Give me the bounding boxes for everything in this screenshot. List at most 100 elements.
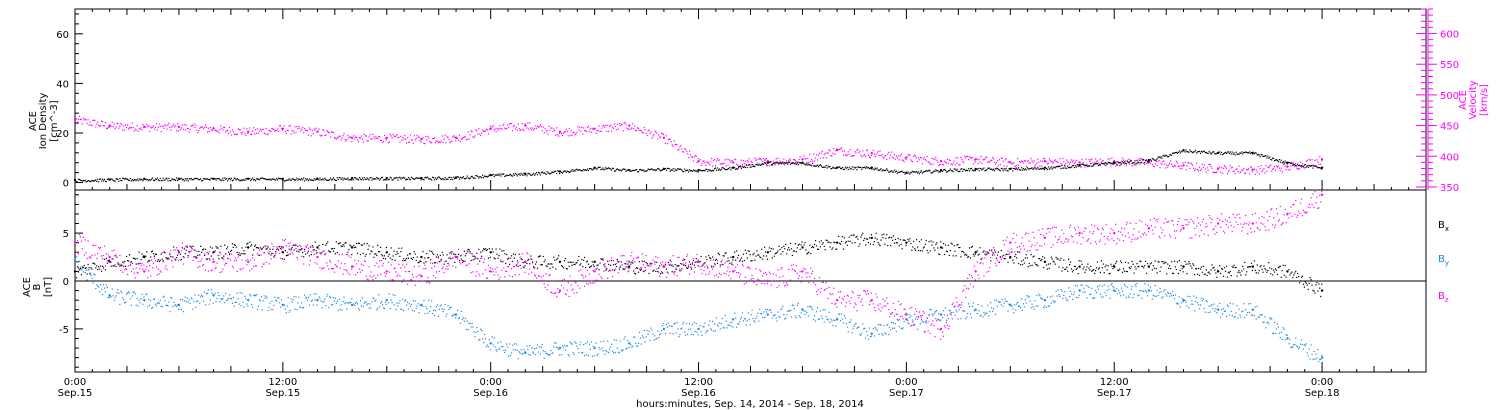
data-point — [1182, 265, 1185, 268]
data-dot — [1187, 295, 1189, 297]
data-dot — [617, 169, 619, 171]
x-tick-time-label: 12:00 — [684, 377, 713, 388]
data-dot — [198, 294, 200, 296]
data-dot — [319, 252, 321, 254]
data-dot — [565, 128, 567, 130]
data-dot — [197, 254, 199, 256]
data-dot — [823, 153, 825, 156]
axes-layer: 0204060350400450500550600-5050:00Sep.151… — [56, 8, 1459, 399]
data-dot — [1286, 163, 1288, 166]
data-dot — [1203, 164, 1205, 166]
data-dot — [98, 124, 100, 126]
data-dot — [461, 319, 464, 321]
data-dot — [653, 269, 655, 272]
data-dot — [1097, 165, 1100, 167]
data-dot — [1307, 164, 1309, 167]
data-dot — [1155, 161, 1157, 163]
data-dot — [967, 168, 970, 170]
data-dot — [448, 138, 450, 141]
data-dot — [776, 161, 778, 163]
data-dot — [477, 258, 479, 260]
data-dot — [316, 304, 318, 306]
data-dot — [451, 315, 453, 317]
data-dot — [858, 152, 860, 154]
data-dot — [1134, 164, 1136, 166]
data-dot — [682, 151, 684, 153]
data-dot — [471, 175, 473, 178]
data-dot — [292, 178, 294, 180]
data-dot — [422, 305, 424, 307]
data-dot — [811, 158, 813, 161]
data-dot — [1280, 331, 1282, 333]
data-dot — [449, 252, 451, 254]
data-dot — [588, 266, 591, 269]
data-dot — [865, 330, 868, 333]
data-dot — [621, 169, 623, 171]
data-dot — [1232, 303, 1234, 305]
data-dot — [852, 168, 854, 171]
data-dot — [449, 176, 451, 178]
data-point — [143, 255, 146, 259]
data-dot — [1242, 153, 1244, 155]
data-dot — [226, 248, 228, 250]
data-dot — [1238, 153, 1240, 155]
data-dot — [1268, 157, 1270, 159]
data-dot — [652, 169, 654, 171]
data-dot — [530, 174, 532, 176]
data-dot — [1318, 163, 1320, 166]
data-dot — [329, 296, 331, 298]
data-dot — [1067, 165, 1069, 167]
data-dot — [720, 163, 722, 165]
data-dot — [1073, 166, 1076, 169]
data-dot — [1202, 298, 1204, 300]
data-dot — [785, 317, 787, 319]
data-dot — [1165, 167, 1167, 169]
data-dot — [448, 257, 450, 259]
data-dot — [205, 178, 208, 180]
data-dot — [967, 312, 969, 315]
data-dot — [731, 159, 733, 162]
data-dot — [88, 180, 90, 182]
data-dot — [778, 163, 780, 166]
data-dot — [1019, 161, 1022, 164]
data-dot — [839, 320, 842, 322]
data-dot — [630, 128, 632, 130]
data-dot — [220, 298, 222, 300]
data-dot — [375, 178, 377, 180]
data-dot — [1284, 165, 1286, 167]
data-dot — [741, 163, 744, 166]
data-dot — [492, 125, 494, 127]
data-dot — [635, 169, 637, 171]
data-dot — [359, 253, 362, 256]
data-dot — [916, 171, 918, 173]
data-point — [177, 125, 181, 129]
data-dot — [489, 125, 491, 127]
data-dot — [478, 177, 480, 179]
data-dot — [723, 327, 725, 329]
data-dot — [529, 122, 531, 124]
data-dot — [759, 163, 761, 165]
data-dot — [281, 129, 284, 131]
data-dot — [569, 261, 571, 263]
data-dot — [495, 131, 497, 133]
data-dot — [1132, 161, 1134, 164]
data-dot — [672, 145, 674, 147]
data-dot — [819, 157, 821, 159]
data-dot — [582, 133, 584, 135]
data-dot — [813, 319, 815, 321]
data-dot — [451, 177, 453, 179]
data-dot — [956, 162, 958, 164]
data-dot — [661, 133, 664, 135]
data-dot — [696, 161, 698, 164]
data-dot — [1154, 159, 1156, 161]
data-dot — [793, 163, 796, 165]
data-dot — [510, 175, 513, 177]
data-dot — [810, 306, 812, 308]
data-dot — [450, 306, 452, 308]
data-dot — [1293, 162, 1295, 164]
data-dot — [826, 152, 828, 154]
legend-bz-label: B — [1438, 291, 1445, 302]
data-dot — [319, 177, 321, 179]
data-dot — [468, 322, 470, 324]
data-dot — [862, 150, 864, 152]
